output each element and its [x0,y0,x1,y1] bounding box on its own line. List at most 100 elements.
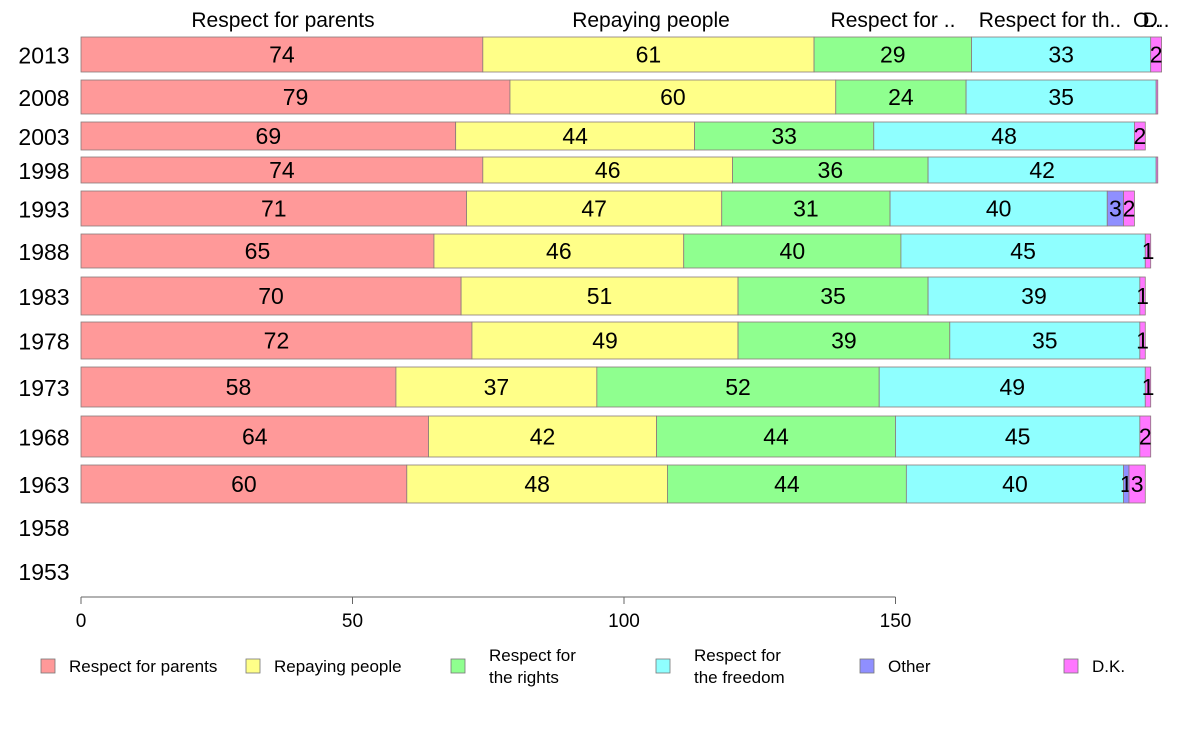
bar-segment [80,79,511,115]
bar-segment [732,156,929,184]
column-headers: Respect for parents Repaying people Respec… [191,9,1169,32]
year-label: 1998 [18,158,69,184]
year-label: 1993 [18,197,69,223]
bar-segment [1144,233,1152,269]
bar-segment [737,321,951,360]
data-label: 39 [831,328,857,354]
bar-segment [1139,321,1146,360]
bar-segment [927,276,1141,316]
bar-segment [694,121,875,151]
data-label: 70 [258,283,284,309]
data-label: 60 [231,471,257,497]
year-label: 1988 [18,239,69,265]
data-label: 3 [1109,196,1122,222]
bar-segment [683,233,902,269]
data-label: 1 [1136,283,1149,309]
bar-segment [721,190,891,227]
bar-segment [406,464,668,504]
data-label: 3 [1131,471,1144,497]
data-label: 42 [1029,157,1055,183]
bar-segment [80,190,467,227]
data-label: 49 [999,374,1025,400]
data-label: 44 [774,471,800,497]
data-label: 46 [546,238,572,264]
data-label: 40 [1002,471,1028,497]
year-label: 1963 [18,472,69,498]
data-label: 1 [1142,374,1155,400]
bar-segment [1155,156,1159,184]
legend-swatch [1063,658,1079,674]
data-label: 29 [880,42,906,68]
column-header: Repaying people [572,9,730,32]
data-label: 2 [1150,42,1163,68]
data-label: 2 [1133,123,1146,149]
bar-segment [878,366,1146,408]
data-label: 52 [725,374,751,400]
data-label: 40 [986,196,1012,222]
y-axis-labels: 2013 2008 2003 1998 1993 1988 1983 1978 1973 1968… [18,43,69,586]
legend: Respect for parents Repaying people Respec… [40,646,1125,687]
legend-swatch [40,658,56,674]
x-axis: 0 50 100 150 [76,596,911,632]
data-label: 51 [587,283,613,309]
bar-segment [949,321,1141,360]
bar-segment [433,233,685,269]
bar-segment [80,276,462,316]
data-label: 69 [256,123,282,149]
data-label: 58 [226,374,252,400]
bar-segment [80,121,457,151]
data-label: 64 [242,424,268,450]
bar-segment [80,464,408,504]
data-label: 33 [771,123,797,149]
year-label: 1953 [18,559,69,585]
year-label: 1983 [18,284,69,310]
bar-segment [1150,36,1162,73]
legend-label: Repaying people [274,657,402,676]
year-label: 1973 [18,375,69,401]
bar-segment [80,156,484,184]
x-tick-label: 50 [342,611,363,632]
bar-segment [80,233,435,269]
bar-segment [1139,415,1152,458]
data-label: 36 [818,157,844,183]
data-label: 44 [562,123,588,149]
bar-segment [80,366,397,408]
bar-segment [965,79,1157,115]
bar-segment [509,79,837,115]
bar-segment [596,366,880,408]
column-header: Respect for .. [831,9,956,32]
legend-swatch [655,658,671,674]
year-label: 2003 [18,124,69,150]
data-label: 35 [1048,84,1074,110]
legend-label: the rights [489,668,559,687]
bar-segment [1139,276,1146,316]
data-label: 40 [780,238,806,264]
data-label: 35 [820,283,846,309]
data-label: 48 [524,471,550,497]
year-label: 2013 [18,43,69,69]
year-label: 1978 [18,329,69,355]
data-label: 74 [269,42,295,68]
bar-segment [835,79,967,115]
bar-segment [1155,79,1159,115]
data-label: 61 [636,42,662,68]
year-label: 1968 [18,425,69,451]
x-tick-label: 100 [608,611,640,632]
bar-segment [80,415,429,458]
bar-segment [1144,366,1152,408]
data-label: 60 [660,84,686,110]
bar-segment [1134,121,1146,151]
bar-segment [466,190,723,227]
bar-segment [482,36,815,73]
legend-swatch [245,658,261,674]
legend-label: Respect for parents [69,657,217,676]
data-label: 79 [283,84,309,110]
column-header: D.. [1143,9,1170,32]
data-label: 1 [1136,328,1149,354]
bar-segment [895,415,1141,458]
x-tick-label: 0 [76,611,87,632]
data-label: 45 [1005,424,1031,450]
data-label: 72 [264,328,290,354]
